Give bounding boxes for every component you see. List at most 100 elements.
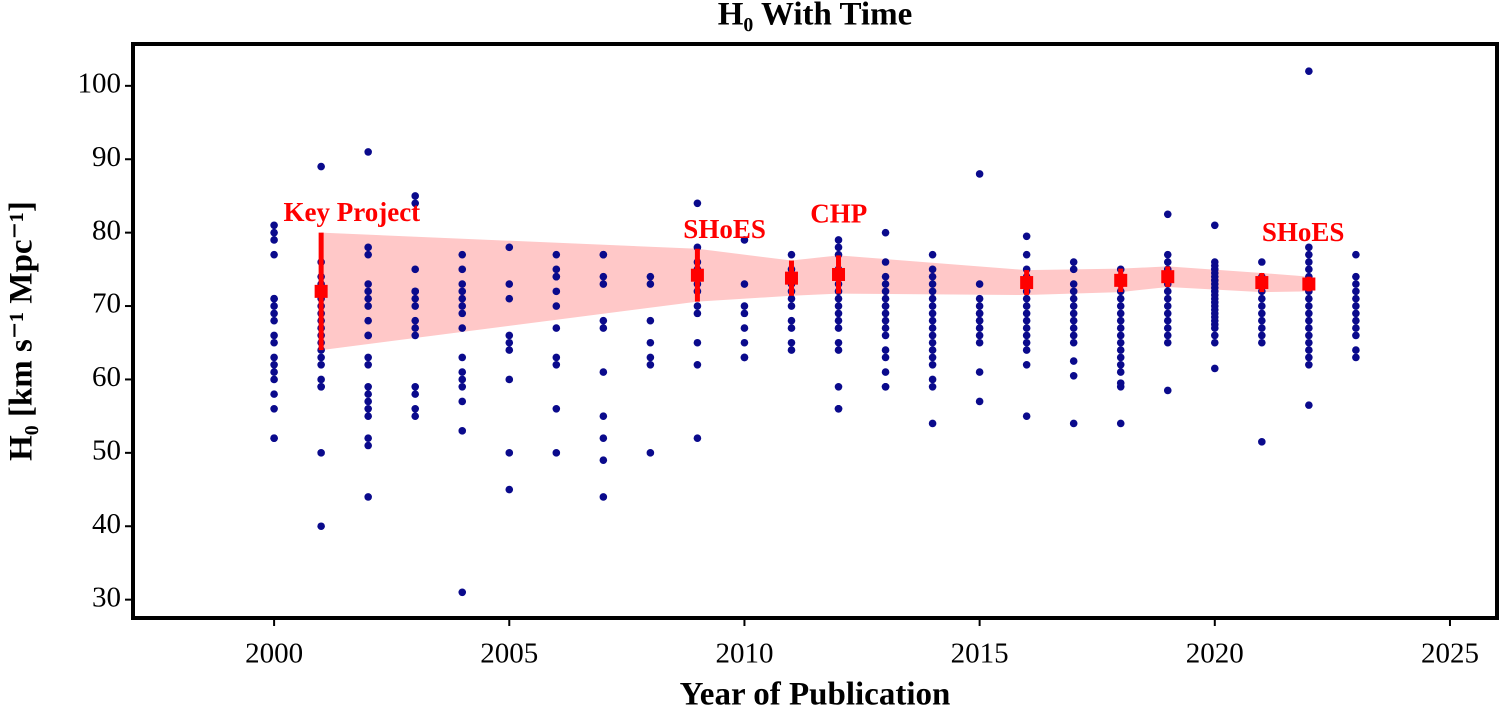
data-point — [1305, 294, 1313, 303]
data-point — [881, 287, 890, 296]
data-point — [270, 331, 278, 340]
data-point — [458, 427, 467, 435]
data-point — [646, 449, 655, 457]
data-point — [1305, 309, 1313, 318]
data-point — [411, 302, 420, 310]
data-point — [364, 302, 372, 310]
data-point — [834, 243, 843, 252]
x-tick-label: 2025 — [1421, 638, 1479, 670]
data-point — [364, 294, 372, 303]
data-point — [1305, 324, 1313, 332]
data-point — [1210, 364, 1219, 373]
data-point — [693, 302, 702, 310]
data-point — [458, 250, 467, 259]
data-point — [834, 302, 843, 310]
data-point — [881, 324, 890, 332]
data-point — [552, 272, 561, 281]
x-tick-label: 2005 — [480, 638, 538, 670]
data-point — [1022, 309, 1031, 318]
data-point — [270, 405, 278, 413]
data-point — [599, 412, 608, 420]
data-point — [599, 316, 608, 325]
data-point — [1022, 250, 1031, 259]
data-point — [1258, 294, 1266, 303]
data-point — [646, 280, 655, 288]
data-point — [458, 588, 467, 597]
data-point — [505, 375, 514, 384]
data-point — [1163, 294, 1172, 303]
data-point — [1305, 258, 1313, 266]
data-point — [834, 236, 843, 244]
data-point — [1163, 331, 1172, 340]
data-point — [458, 302, 467, 310]
data-point — [834, 324, 843, 332]
data-point — [411, 412, 420, 420]
data-point — [787, 346, 796, 354]
data-point — [458, 353, 467, 362]
data-point — [364, 390, 372, 398]
data-point — [270, 375, 278, 384]
data-point — [1352, 250, 1360, 259]
data-point — [270, 221, 278, 230]
measurement-marker — [784, 271, 798, 285]
data-point — [834, 382, 843, 391]
data-point — [1305, 360, 1313, 369]
data-point — [364, 382, 372, 391]
data-point — [1069, 324, 1078, 332]
data-point — [411, 294, 420, 303]
data-point — [1163, 287, 1172, 296]
data-point — [693, 360, 702, 369]
data-point — [1258, 324, 1266, 332]
data-point — [1352, 309, 1360, 318]
data-point — [317, 353, 325, 362]
data-point — [505, 346, 514, 354]
data-point — [1258, 316, 1266, 325]
data-point — [928, 265, 937, 274]
data-point — [552, 449, 561, 457]
data-point — [881, 228, 890, 237]
data-point — [411, 316, 420, 325]
annotation: SHoES — [683, 214, 766, 244]
data-point — [1352, 324, 1360, 332]
y-tick-label: 30 — [92, 581, 121, 613]
data-point — [317, 360, 325, 369]
data-point — [1069, 294, 1078, 303]
data-point — [1352, 331, 1360, 340]
data-point — [740, 324, 749, 332]
data-point — [787, 324, 796, 332]
data-point — [364, 148, 372, 156]
data-point — [1352, 346, 1360, 354]
data-point — [1258, 258, 1266, 266]
data-point — [270, 368, 278, 376]
measurement-marker — [832, 267, 846, 281]
data-point — [975, 331, 984, 340]
data-point — [1305, 250, 1313, 259]
measurement-marker — [1114, 273, 1128, 287]
data-point — [1352, 294, 1360, 303]
data-point — [1163, 386, 1172, 395]
data-point — [458, 280, 467, 288]
data-point — [1305, 401, 1313, 409]
x-tick-label: 2020 — [1186, 638, 1244, 670]
data-point — [458, 324, 467, 332]
data-point — [270, 236, 278, 244]
data-point — [458, 368, 467, 376]
data-point — [364, 397, 372, 406]
data-point — [740, 353, 749, 362]
data-point — [270, 228, 278, 237]
data-point — [975, 302, 984, 310]
data-point — [928, 294, 937, 303]
data-point — [1305, 346, 1313, 354]
data-point — [834, 316, 843, 325]
data-point — [740, 236, 749, 244]
data-point — [1305, 67, 1313, 75]
y-tick-label: 60 — [92, 361, 121, 393]
data-point — [1163, 309, 1172, 318]
data-point — [505, 280, 514, 288]
data-point — [317, 162, 325, 171]
data-point — [928, 302, 937, 310]
data-point — [1116, 368, 1125, 376]
data-point — [599, 456, 608, 464]
data-point — [505, 485, 514, 494]
data-point — [1305, 338, 1313, 347]
